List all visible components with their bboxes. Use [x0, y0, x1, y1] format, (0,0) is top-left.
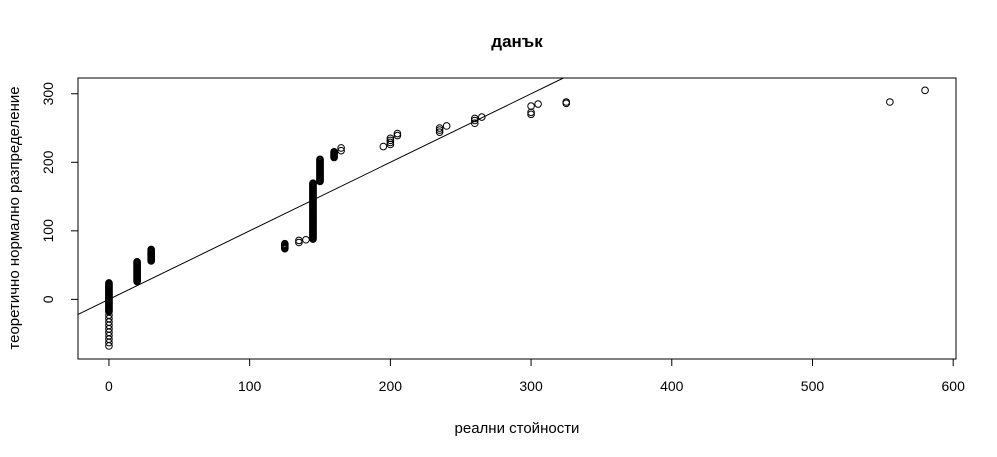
data-point: [337, 146, 345, 155]
data-point: [442, 122, 451, 130]
data-point: [330, 147, 338, 156]
data-point: [386, 134, 395, 143]
data-point: [527, 102, 535, 110]
x-tick-label: 0: [105, 378, 113, 394]
x-tick-label: 100: [238, 378, 262, 394]
x-tick-label: 600: [942, 378, 966, 394]
y-axis-label: теоретично нормално разпределение: [6, 86, 23, 349]
data-point: [281, 239, 289, 248]
data-point: [105, 279, 113, 287]
data-point: [337, 144, 345, 152]
data-point: [435, 126, 444, 134]
y-tick-label: 300: [40, 82, 56, 106]
data-point: [470, 119, 479, 128]
data-point: [435, 128, 444, 136]
data-point: [393, 131, 402, 140]
data-point: [470, 114, 479, 123]
chart-title: данък: [491, 32, 543, 51]
data-point: [393, 129, 402, 138]
data-point: [470, 116, 479, 125]
data-point: [147, 245, 155, 254]
data-point: [295, 238, 303, 247]
reference-line: [77, 77, 564, 315]
data-point: [386, 138, 395, 147]
data-point: [886, 98, 894, 106]
data-point: [478, 113, 486, 121]
x-tick-label: 300: [519, 378, 543, 394]
data-point: [316, 155, 324, 164]
data-point: [534, 100, 542, 108]
y-tick-label: 0: [40, 295, 56, 303]
x-tick-label: 400: [660, 378, 684, 394]
data-point: [435, 124, 444, 132]
data-point: [133, 258, 141, 266]
plot-frame: [77, 77, 957, 360]
data-point: [921, 86, 929, 95]
data-point: [309, 179, 317, 187]
data-point: [302, 235, 310, 244]
data-point: [379, 142, 388, 151]
data-point: [527, 110, 535, 119]
y-tick-label: 100: [40, 219, 56, 243]
data-point: [386, 136, 395, 145]
axis-ticks: 0 100 200 300 400 500 600 0 100 200 300: [40, 82, 965, 394]
x-axis-label: реални стойности: [455, 420, 580, 437]
data-point: [562, 98, 571, 106]
y-tick-label: 200: [40, 150, 56, 174]
plot-marks: [77, 77, 929, 350]
x-tick-label: 200: [379, 378, 403, 394]
x-tick-label: 500: [801, 378, 825, 394]
